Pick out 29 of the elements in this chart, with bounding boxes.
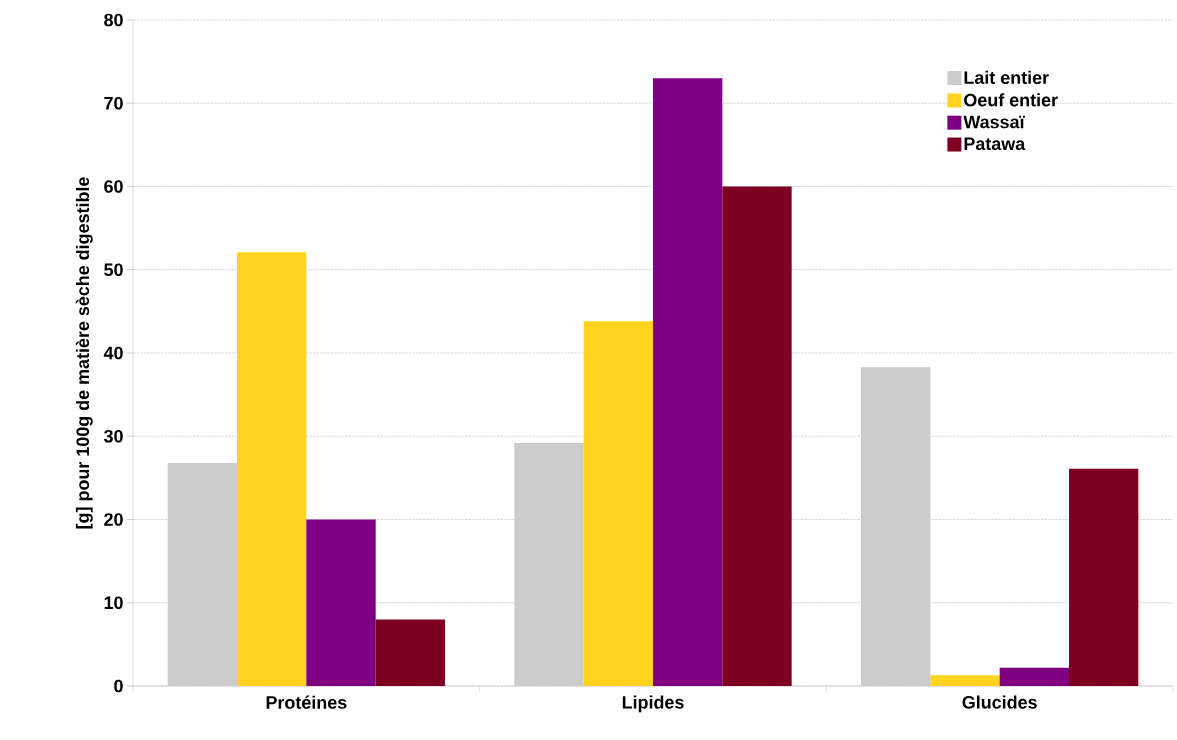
bar: [306, 519, 376, 686]
y-tick-label: 80: [104, 13, 123, 27]
legend-label: Wassaï: [963, 115, 1025, 129]
bar: [722, 186, 792, 686]
bar: [1069, 468, 1139, 686]
x-tick-label: Protéines: [266, 695, 347, 709]
bar: [514, 442, 584, 686]
bar: [930, 675, 1000, 686]
bar: [375, 619, 445, 686]
bar: [861, 367, 931, 686]
bar: [653, 78, 723, 686]
y-tick-label: 30: [103, 429, 123, 443]
y-tick-label: 10: [104, 596, 123, 610]
legend-label: Lait entier: [964, 70, 1049, 84]
y-tick-label: 50: [104, 263, 123, 277]
bar: [583, 321, 653, 686]
y-tick-label: 70: [104, 96, 123, 110]
bar: [999, 667, 1069, 686]
legend-label: Patawa: [964, 137, 1026, 151]
bar: [237, 252, 307, 686]
y-tick-label: 20: [104, 513, 123, 526]
y-tick-label: 40: [103, 346, 123, 360]
y-tick-label: 60: [104, 180, 123, 193]
x-tick-label: Glucides: [962, 695, 1037, 709]
y-axis-title: [g] pour 100g de matière sèche digestible: [75, 177, 93, 529]
bar: [167, 462, 237, 686]
x-tick-label: Lipides: [622, 695, 684, 713]
legend-label: Oeuf entier: [964, 93, 1058, 107]
y-tick-label: 0: [114, 679, 123, 693]
